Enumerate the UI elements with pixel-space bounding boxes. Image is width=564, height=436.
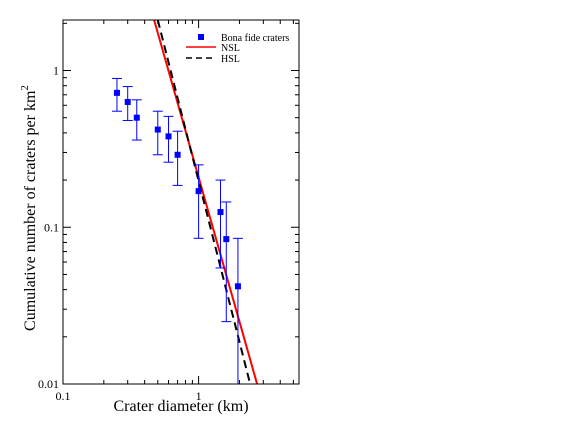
y-axis-title-superscript: 2 — [19, 85, 31, 91]
y-tick-label: 0.01 — [38, 377, 59, 391]
series-line-nsl — [153, 20, 259, 384]
series-line-hsl — [156, 20, 252, 384]
y-axis-title-main: Cumulative number of craters per km — [22, 90, 39, 331]
x-axis-title: Crater diameter (km) — [113, 398, 248, 415]
data-point — [124, 98, 131, 105]
legend-label-hsl: HSL — [221, 54, 240, 65]
data-point — [165, 133, 172, 140]
x-tick-label: 1 — [196, 389, 202, 403]
data-point — [234, 283, 241, 290]
data-points — [111, 77, 243, 385]
axis-ticks: 0.1 10.010.11 — [38, 20, 299, 403]
x-tick-label: 0.1 — [56, 389, 71, 403]
data-point — [113, 89, 120, 96]
data-point — [133, 114, 140, 121]
data-point — [223, 236, 230, 243]
plot-frame — [62, 19, 300, 385]
legend: Bona fide craters NSL HSL — [186, 33, 289, 65]
data-point — [174, 151, 181, 158]
legend-marker-bona-fide — [198, 34, 204, 40]
y-tick-label: 0.1 — [44, 220, 59, 234]
data-point — [195, 188, 202, 195]
legend-label-nsl: NSL — [221, 43, 240, 54]
series-lines — [153, 20, 259, 384]
data-point — [154, 126, 161, 133]
y-axis-title: Cumulative number of craters per km2 — [19, 85, 39, 331]
legend-label-bona-fide: Bona fide craters — [221, 33, 289, 44]
data-point — [217, 209, 224, 216]
y-tick-label: 1 — [53, 64, 59, 78]
